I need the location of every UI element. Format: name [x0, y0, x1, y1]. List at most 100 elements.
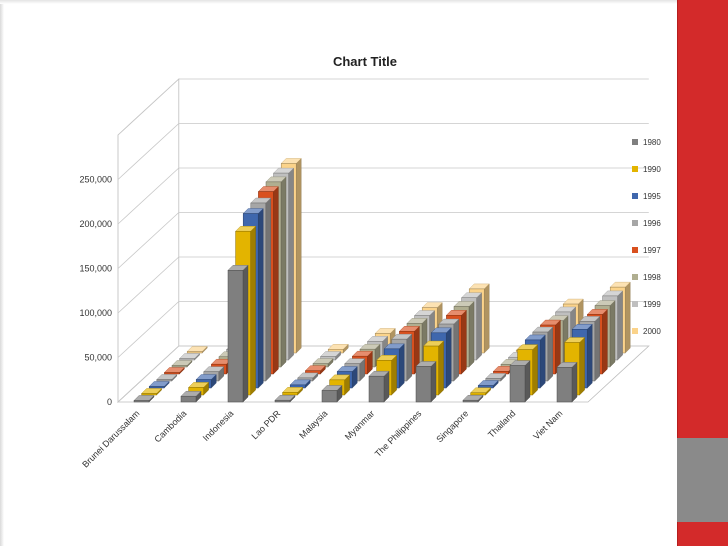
- bar-side-face: [453, 318, 459, 382]
- bar-side-face: [484, 283, 490, 354]
- legend-swatch: [632, 193, 638, 199]
- legend-label: 1995: [643, 192, 661, 201]
- bar-side-face: [617, 290, 623, 361]
- bar-side-face: [406, 333, 412, 382]
- bar-side-face: [587, 323, 593, 389]
- gridline: [117, 123, 649, 180]
- y-tick-label: 150,000: [79, 264, 112, 274]
- decorative-red-band: [677, 0, 728, 546]
- bar-front-face: [148, 386, 165, 389]
- bar-side-face: [258, 208, 264, 389]
- band-edge-line: [677, 0, 678, 546]
- bar-side-face: [250, 225, 256, 396]
- bar-side-face: [476, 292, 482, 361]
- bar: [320, 350, 342, 361]
- legend-label: 1998: [643, 273, 661, 282]
- bar-side-face: [594, 315, 600, 382]
- chart-title: Chart Title: [333, 54, 397, 69]
- bar: [485, 372, 507, 382]
- bar: [462, 394, 484, 403]
- bar-side-face: [571, 361, 578, 403]
- gridline: [117, 345, 649, 403]
- bar-side-face: [446, 327, 452, 389]
- bar: [186, 346, 208, 354]
- bar-front-face: [282, 392, 298, 396]
- legend-label: 2000: [643, 327, 661, 336]
- bar: [180, 390, 202, 403]
- legend-swatch: [632, 166, 638, 172]
- bar-side-face: [265, 197, 271, 382]
- bar: [227, 264, 249, 403]
- column-chart-3d: Chart Title 0 50,000 100,000 150,000 200,000…: [79, 54, 661, 470]
- bar: [179, 353, 201, 361]
- x-category-label: Myanmar: [343, 408, 377, 442]
- bar-side-face: [524, 360, 531, 403]
- bar-front-face: [274, 399, 291, 403]
- bar: [415, 360, 437, 403]
- x-category-label: Indonesia: [201, 408, 236, 443]
- legend-label: 1980: [643, 138, 661, 147]
- bar: [368, 370, 390, 403]
- bar-front-face: [179, 358, 195, 361]
- legend-label: 1996: [643, 219, 661, 228]
- bar-front-face: [171, 365, 188, 368]
- bar: [156, 374, 178, 382]
- bar-front-face: [556, 367, 573, 403]
- bar: [289, 379, 311, 389]
- bar-side-face: [461, 309, 467, 375]
- bar-side-face: [296, 157, 302, 354]
- bar-front-face: [415, 366, 432, 403]
- slide-left-shadow: [0, 0, 4, 546]
- bar-front-face: [156, 379, 173, 382]
- bar-front-face: [186, 351, 203, 354]
- gridline: [117, 167, 649, 225]
- bar-side-face: [579, 337, 585, 396]
- bar: [509, 360, 531, 403]
- gridline: [117, 256, 649, 314]
- x-category-label: Thailand: [486, 408, 517, 439]
- bar-side-face: [540, 334, 546, 389]
- bar-front-face: [470, 392, 486, 396]
- legend-label: 1999: [643, 300, 661, 309]
- legend-swatch: [632, 247, 638, 253]
- bar-front-face: [180, 395, 197, 403]
- legend-label: 1990: [643, 165, 661, 174]
- x-category-label: Lao PDR: [250, 408, 283, 441]
- bar: [304, 365, 326, 375]
- bar-side-face: [532, 344, 538, 396]
- y-tick-label: 100,000: [79, 308, 112, 318]
- bar: [470, 387, 492, 396]
- y-tick-label: 0: [107, 397, 112, 407]
- chart-bars: [133, 157, 631, 403]
- bar: [556, 361, 578, 403]
- gridline: [117, 212, 649, 269]
- y-tick-label: 250,000: [79, 175, 112, 185]
- bar-side-face: [280, 176, 287, 368]
- bar-front-face: [164, 372, 180, 375]
- bar-front-face: [141, 393, 157, 396]
- bar: [274, 394, 296, 403]
- bar: [321, 384, 343, 403]
- y-tick-label: 200,000: [79, 219, 112, 229]
- gridline: [117, 301, 649, 358]
- chart-legend: 1980 1990 1995 1996 1997 1998 1999 2000: [632, 138, 661, 336]
- bar: [141, 388, 163, 396]
- bar-front-face: [462, 399, 479, 403]
- bar: [163, 367, 185, 375]
- legend-swatch: [632, 274, 638, 280]
- bar-side-face: [430, 360, 437, 403]
- bar: [477, 380, 499, 389]
- bar-front-face: [509, 365, 526, 403]
- bar: [171, 360, 193, 368]
- gridline-top: [117, 78, 649, 136]
- y-tick-label: 50,000: [84, 353, 112, 363]
- bar: [297, 372, 319, 382]
- bar-side-face: [242, 264, 249, 403]
- bar: [327, 343, 349, 354]
- bar-front-face: [321, 390, 338, 403]
- bar-front-face: [227, 270, 244, 403]
- bar: [312, 358, 334, 368]
- bar: [282, 386, 304, 396]
- bar-side-face: [468, 300, 475, 368]
